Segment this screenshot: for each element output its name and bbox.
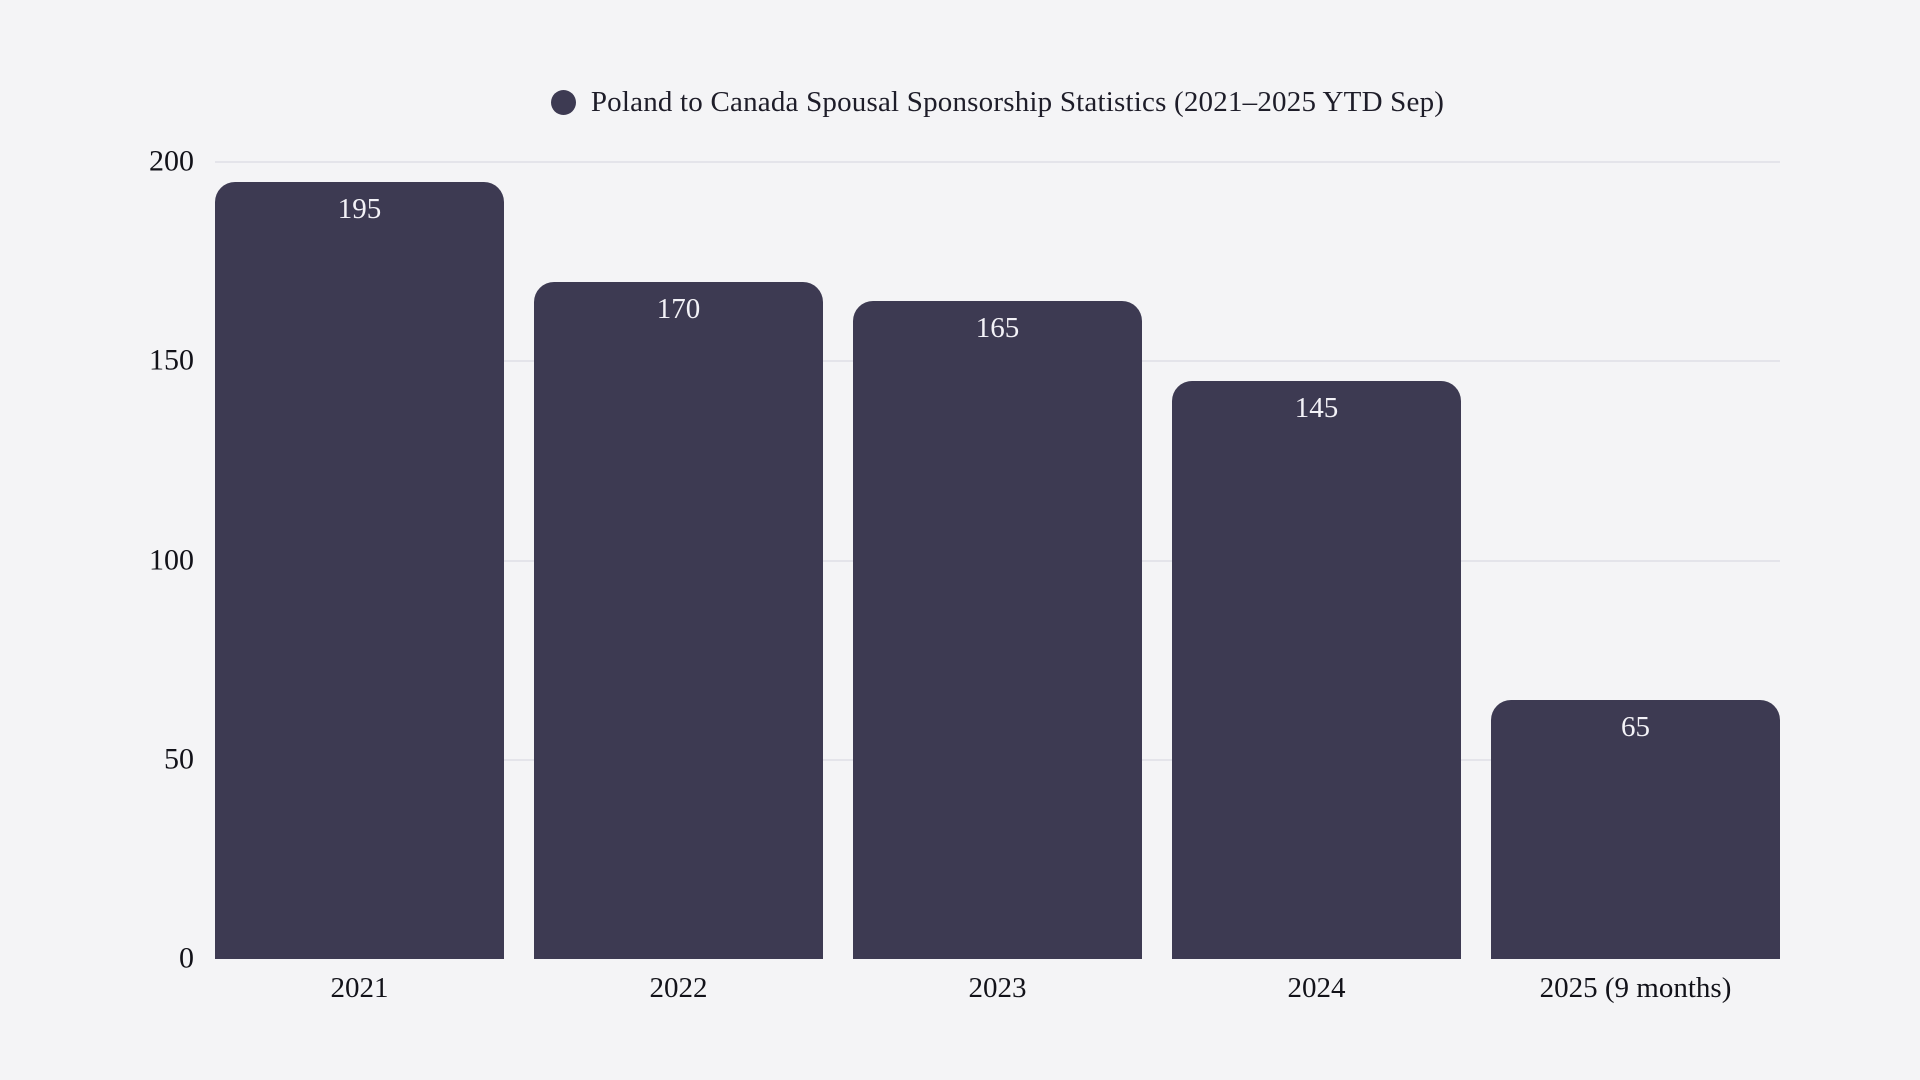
bar[interactable]: 65 <box>1491 699 1780 959</box>
chart-title: Poland to Canada Spousal Sponsorship Sta… <box>590 86 1445 118</box>
x-label-2021: 2021 <box>330 972 389 1004</box>
plot-area: 195 170 165 145 65 <box>215 161 1780 959</box>
bar-value-label: 195 <box>337 192 382 225</box>
x-label-2025: 2025 (9 months) <box>1539 972 1732 1004</box>
gridline-200 <box>215 161 1780 163</box>
bar-value-label: 145 <box>1294 392 1339 425</box>
x-label-2023: 2023 <box>968 972 1027 1004</box>
x-label-2024: 2024 <box>1287 972 1346 1004</box>
legend-marker-icon <box>550 90 576 115</box>
x-axis: 2021 2022 2023 2024 2025 (9 months) <box>215 972 1780 1005</box>
bar[interactable]: 165 <box>853 301 1142 959</box>
bar-series: 195 170 165 145 65 <box>215 162 1780 959</box>
y-tick-150: 150 <box>149 343 194 377</box>
bar-value-label: 165 <box>975 312 1020 345</box>
bar[interactable]: 170 <box>534 281 823 959</box>
bar[interactable]: 195 <box>215 181 504 959</box>
bar[interactable]: 145 <box>1172 381 1461 959</box>
y-tick-100: 100 <box>149 542 194 576</box>
y-tick-200: 200 <box>149 144 194 178</box>
y-tick-50: 50 <box>164 742 194 776</box>
x-label-2022: 2022 <box>649 972 708 1004</box>
bar-value-label: 65 <box>1621 710 1650 743</box>
bar-value-label: 170 <box>656 292 701 325</box>
y-axis: 200 150 100 50 0 <box>0 144 194 974</box>
chart-legend: Poland to Canada Spousal Sponsorship Sta… <box>215 86 1780 119</box>
y-tick-0: 0 <box>179 941 194 975</box>
